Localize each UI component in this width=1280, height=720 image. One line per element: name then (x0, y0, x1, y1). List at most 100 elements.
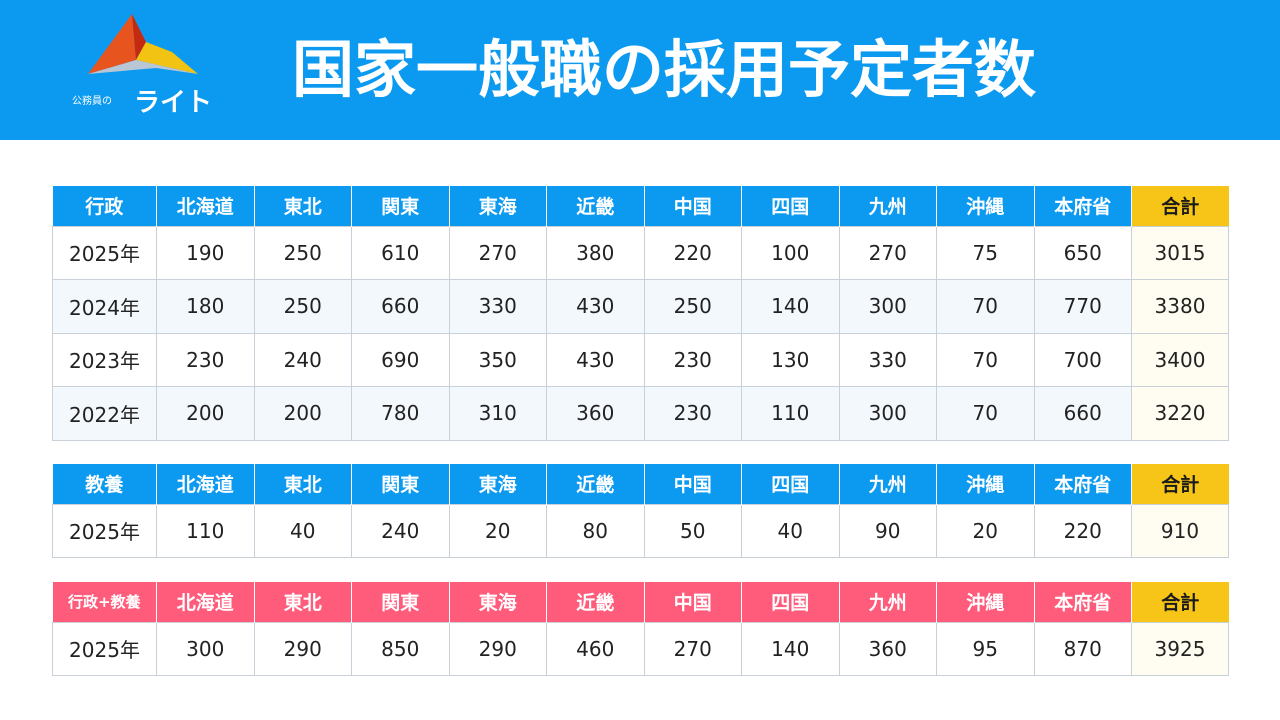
header-cell-kyushu: 九州 (838, 186, 937, 226)
value-cell: 75 (936, 225, 1035, 280)
value-cell: 220 (643, 225, 742, 280)
header-cell-honfusho: 本府省 (1033, 186, 1132, 226)
value-cell: 230 (156, 332, 255, 387)
table-row: 2025年 110 40 240 20 80 50 40 90 20 220 9… (52, 503, 1229, 558)
logo-sail-icon (88, 14, 198, 74)
value-cell: 250 (253, 225, 352, 280)
header-cell-kinki: 近畿 (546, 186, 645, 226)
value-cell: 870 (1033, 621, 1132, 676)
header-cell-okinawa: 沖縄 (936, 582, 1035, 622)
year-cell: 2025年 (52, 503, 157, 558)
header-cell-kanto: 関東 (351, 464, 450, 504)
header-cell-kanto: 関東 (351, 582, 450, 622)
value-cell: 330 (448, 279, 547, 334)
value-cell: 70 (936, 386, 1035, 441)
table-header-row: 行政 北海道 東北 関東 東海 近畿 中国 四国 九州 沖縄 本府省 合計 (52, 186, 1229, 226)
header-cell-hokkaido: 北海道 (156, 464, 255, 504)
header-cell-tohoku: 東北 (253, 186, 352, 226)
value-cell: 300 (838, 386, 937, 441)
value-cell: 20 (448, 503, 547, 558)
value-cell: 690 (351, 332, 450, 387)
header-cell-kinki: 近畿 (546, 464, 645, 504)
value-cell: 610 (351, 225, 450, 280)
value-cell: 230 (643, 332, 742, 387)
value-cell: 330 (838, 332, 937, 387)
value-cell: 300 (156, 621, 255, 676)
header-cell-kinki: 近畿 (546, 582, 645, 622)
value-cell: 40 (253, 503, 352, 558)
value-cell: 360 (546, 386, 645, 441)
header-cell-shikoku: 四国 (741, 464, 840, 504)
value-cell: 20 (936, 503, 1035, 558)
year-cell: 2024年 (52, 279, 157, 334)
value-cell: 130 (741, 332, 840, 387)
value-cell: 70 (936, 279, 1035, 334)
value-cell: 770 (1033, 279, 1132, 334)
logo-small-text: 公務員の (72, 96, 112, 107)
value-cell: 270 (448, 225, 547, 280)
value-cell: 100 (741, 225, 840, 280)
year-cell: 2022年 (52, 386, 157, 441)
value-cell: 250 (253, 279, 352, 334)
site-logo[interactable]: 公務員の ライト (64, 12, 224, 120)
value-cell: 650 (1033, 225, 1132, 280)
table-kyoyo: 教養 北海道 東北 関東 東海 近畿 中国 四国 九州 沖縄 本府省 合計 20… (52, 464, 1229, 558)
total-cell: 3220 (1131, 386, 1229, 441)
header-banner: 公務員の ライト 国家一般職の採用予定者数 (0, 0, 1280, 140)
header-cell-shikoku: 四国 (741, 582, 840, 622)
value-cell: 95 (936, 621, 1035, 676)
table-gyosei: 行政 北海道 東北 関東 東海 近畿 中国 四国 九州 沖縄 本府省 合計 20… (52, 186, 1229, 441)
header-cell-tokai: 東海 (448, 186, 547, 226)
value-cell: 430 (546, 279, 645, 334)
year-cell: 2023年 (52, 332, 157, 387)
header-cell-category: 教養 (52, 464, 157, 504)
header-cell-hokkaido: 北海道 (156, 186, 255, 226)
value-cell: 190 (156, 225, 255, 280)
value-cell: 200 (253, 386, 352, 441)
value-cell: 250 (643, 279, 742, 334)
header-cell-total: 合計 (1131, 582, 1229, 622)
value-cell: 350 (448, 332, 547, 387)
table-gyosei-kyoyo: 行政+教養 北海道 東北 関東 東海 近畿 中国 四国 九州 沖縄 本府省 合計… (52, 582, 1229, 676)
header-cell-tokai: 東海 (448, 582, 547, 622)
value-cell: 140 (741, 279, 840, 334)
header-cell-tohoku: 東北 (253, 464, 352, 504)
value-cell: 380 (546, 225, 645, 280)
header-cell-honfusho: 本府省 (1033, 582, 1132, 622)
value-cell: 430 (546, 332, 645, 387)
header-cell-total: 合計 (1131, 464, 1229, 504)
table-header-row: 行政+教養 北海道 東北 関東 東海 近畿 中国 四国 九州 沖縄 本府省 合計 (52, 582, 1229, 622)
value-cell: 110 (741, 386, 840, 441)
value-cell: 240 (253, 332, 352, 387)
page-title: 国家一般職の採用予定者数 (292, 33, 1037, 106)
value-cell: 290 (253, 621, 352, 676)
total-cell: 3015 (1131, 225, 1229, 280)
year-cell: 2025年 (52, 621, 157, 676)
header-cell-okinawa: 沖縄 (936, 464, 1035, 504)
value-cell: 300 (838, 279, 937, 334)
header-cell-tokai: 東海 (448, 464, 547, 504)
header-cell-kyushu: 九州 (838, 464, 937, 504)
value-cell: 360 (838, 621, 937, 676)
value-cell: 700 (1033, 332, 1132, 387)
header-cell-chugoku: 中国 (643, 582, 742, 622)
value-cell: 180 (156, 279, 255, 334)
header-cell-total: 合計 (1131, 186, 1229, 226)
header-cell-category: 行政 (52, 186, 157, 226)
value-cell: 110 (156, 503, 255, 558)
total-cell: 910 (1131, 503, 1229, 558)
header-cell-tohoku: 東北 (253, 582, 352, 622)
header-cell-hokkaido: 北海道 (156, 582, 255, 622)
value-cell: 70 (936, 332, 1035, 387)
table-row: 2023年 230 240 690 350 430 230 130 330 70… (52, 332, 1229, 387)
total-cell: 3925 (1131, 621, 1229, 676)
value-cell: 270 (643, 621, 742, 676)
table-row: 2022年 200 200 780 310 360 230 110 300 70… (52, 386, 1229, 441)
value-cell: 290 (448, 621, 547, 676)
value-cell: 50 (643, 503, 742, 558)
total-cell: 3400 (1131, 332, 1229, 387)
value-cell: 200 (156, 386, 255, 441)
value-cell: 660 (351, 279, 450, 334)
value-cell: 850 (351, 621, 450, 676)
value-cell: 660 (1033, 386, 1132, 441)
